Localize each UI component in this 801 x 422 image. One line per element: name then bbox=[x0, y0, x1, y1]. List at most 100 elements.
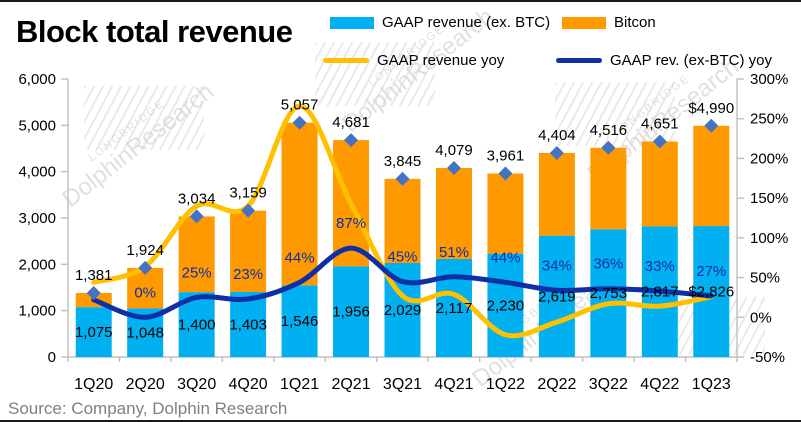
left-axis-tick-label: 6,000 bbox=[18, 71, 56, 88]
exbtc-yoy-pct-label: 23% bbox=[233, 266, 263, 283]
right-axis-tick-label: 200% bbox=[750, 150, 788, 167]
left-axis-tick-label: 4,000 bbox=[18, 164, 56, 181]
legend: GAAP revenue (ex. BTC) Bitcon GAAP reven… bbox=[0, 2, 801, 77]
right-axis-tick-label: 100% bbox=[750, 230, 788, 247]
x-category-label: 2Q22 bbox=[537, 376, 576, 393]
legend-swatch-exbtc-yoy bbox=[556, 58, 602, 63]
left-axis-tick-label: 0 bbox=[48, 349, 56, 366]
legend-item-gaap-ex-btc: GAAP revenue (ex. BTC) bbox=[330, 14, 550, 31]
total-diamond-marker bbox=[292, 115, 307, 130]
total-diamond-marker bbox=[446, 161, 461, 176]
total-revenue-label: 1,924 bbox=[126, 242, 164, 259]
total-diamond-marker bbox=[241, 203, 256, 218]
bar-gaap-ex-btc-3Q22 bbox=[590, 229, 627, 357]
right-axis-tick-label: -50% bbox=[750, 349, 785, 366]
exbtc-revenue-label: 1,048 bbox=[126, 325, 164, 342]
total-diamond-marker bbox=[189, 209, 204, 224]
total-diamond-marker bbox=[86, 286, 101, 301]
x-category-label: 1Q21 bbox=[280, 376, 319, 393]
chart-title: Block total revenue bbox=[16, 14, 293, 49]
total-revenue-label: $4,990 bbox=[688, 100, 734, 117]
bar-gaap-ex-btc-4Q20 bbox=[230, 291, 267, 357]
exbtc-revenue-label: 1,400 bbox=[178, 317, 216, 334]
total-diamond-marker bbox=[549, 145, 564, 160]
exbtc-yoy-pct-label: 51% bbox=[439, 244, 469, 261]
x-category-label: 2Q20 bbox=[126, 376, 165, 393]
total-revenue-label: 4,681 bbox=[332, 114, 370, 131]
legend-swatch-gaap-ex-btc bbox=[330, 16, 374, 29]
bar-bitcoin-1Q23 bbox=[693, 125, 730, 227]
total-diamond-marker bbox=[704, 118, 719, 133]
source-note: Source: Company, Dolphin Research bbox=[8, 399, 288, 418]
total-revenue-label: 5,057 bbox=[281, 97, 319, 114]
legend-label-exbtc-yoy: GAAP rev. (ex-BTC) yoy bbox=[610, 52, 772, 69]
exbtc-revenue-label: 1,956 bbox=[332, 304, 370, 321]
bar-bitcoin-2Q22 bbox=[538, 152, 575, 236]
exbtc-yoy-pct-label: 36% bbox=[593, 256, 623, 273]
legend-label-gaap-yoy: GAAP revenue yoy bbox=[377, 52, 505, 69]
exbtc-yoy-pct-label: 44% bbox=[285, 249, 315, 266]
total-revenue-label: 3,034 bbox=[178, 190, 216, 207]
exbtc-yoy-pct-label: 33% bbox=[645, 258, 675, 275]
x-category-label: 3Q21 bbox=[383, 376, 422, 393]
total-revenue-label: 3,845 bbox=[384, 153, 422, 170]
total-diamond-marker bbox=[395, 171, 410, 186]
data-labels: 1,075 1,048 0% 1,400 25% 1,403 23% 1,546 44% 1,95… bbox=[75, 215, 734, 342]
left-axis-tick-label: 5,000 bbox=[18, 117, 56, 134]
bar-bitcoin-1Q22 bbox=[487, 173, 524, 254]
exbtc-revenue-label: 2,619 bbox=[538, 288, 576, 305]
legend-swatch-bitcoin bbox=[562, 16, 606, 29]
bar-gaap-ex-btc-1Q21 bbox=[281, 285, 318, 357]
exbtc-revenue-label: 1,075 bbox=[75, 324, 113, 341]
bar-bitcoin-4Q21 bbox=[435, 168, 472, 259]
exbtc-revenue-label: 2,029 bbox=[384, 302, 422, 319]
total-revenue-label: 1,381 bbox=[75, 267, 113, 284]
total-revenue-label: 4,079 bbox=[435, 142, 473, 159]
x-category-label: 4Q21 bbox=[434, 376, 473, 393]
right-axis-tick-label: 250% bbox=[750, 111, 788, 128]
exbtc-revenue-label: $2,826 bbox=[688, 284, 734, 301]
legend-label-gaap-ex-btc: GAAP revenue (ex. BTC) bbox=[382, 14, 551, 31]
legend-item-exbtc-yoy: GAAP rev. (ex-BTC) yoy bbox=[556, 52, 772, 69]
x-category-label: 4Q20 bbox=[229, 376, 268, 393]
exbtc-yoy-pct-label: 27% bbox=[696, 263, 726, 280]
left-axis-tick-label: 2,000 bbox=[18, 256, 56, 273]
exbtc-yoy-pct-label: 34% bbox=[542, 257, 572, 274]
x-category-label: 1Q23 bbox=[692, 376, 731, 393]
exbtc-revenue-label: 2,753 bbox=[590, 285, 628, 302]
exbtc-revenue-label: 2,817 bbox=[641, 284, 679, 301]
left-axis-tick-label: 1,000 bbox=[18, 303, 56, 320]
total-revenue-label: 3,159 bbox=[229, 185, 267, 202]
bar-gaap-ex-btc-1Q20 bbox=[75, 307, 112, 357]
right-axis-tick-label: 50% bbox=[750, 270, 780, 287]
exbtc-yoy-pct-label: 25% bbox=[182, 264, 212, 281]
gaap-exbtc-yoy-line bbox=[91, 245, 714, 320]
bar-bitcoin-3Q21 bbox=[384, 178, 421, 263]
bar-bitcoin-3Q20 bbox=[178, 216, 215, 293]
total-revenue-label: 3,961 bbox=[487, 147, 525, 164]
exbtc-revenue-label: 1,546 bbox=[281, 313, 319, 330]
right-axis-tick-label: 150% bbox=[750, 190, 788, 207]
total-revenue-label: 4,516 bbox=[590, 122, 628, 139]
gaap-revenue-yoy-line bbox=[91, 103, 714, 339]
exbtc-revenue-label: 1,403 bbox=[229, 316, 267, 333]
legend-swatch-gaap-yoy bbox=[323, 58, 369, 63]
total-revenue-label: 4,404 bbox=[538, 127, 576, 144]
x-category-label: 3Q20 bbox=[177, 376, 216, 393]
left-axis-tick-label: 3,000 bbox=[18, 210, 56, 227]
legend-item-gaap-yoy: GAAP revenue yoy bbox=[323, 52, 504, 69]
bar-gaap-ex-btc-1Q22 bbox=[487, 253, 524, 357]
legend-label-bitcoin: Bitcon bbox=[614, 14, 656, 31]
exbtc-yoy-pct-label: 0% bbox=[134, 284, 156, 301]
total-diamond-marker bbox=[498, 166, 513, 181]
x-category-label: 2Q21 bbox=[331, 376, 370, 393]
bar-bitcoin-4Q22 bbox=[641, 141, 678, 227]
legend-item-bitcoin: Bitcon bbox=[562, 14, 656, 31]
exbtc-yoy-pct-label: 87% bbox=[336, 215, 366, 232]
x-category-label: 1Q22 bbox=[486, 376, 525, 393]
total-revenue-label: 4,651 bbox=[641, 116, 679, 133]
right-axis-tick-label: 300% bbox=[750, 71, 788, 88]
total-diamond-marker bbox=[138, 260, 153, 275]
right-axis-tick-label: 0% bbox=[750, 309, 772, 326]
